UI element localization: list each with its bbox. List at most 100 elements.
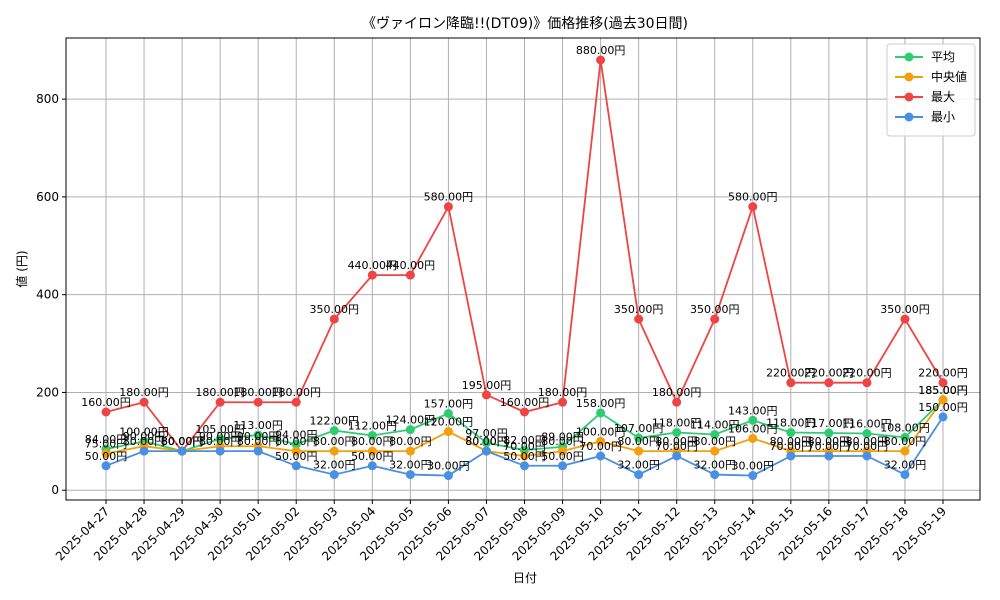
data-point — [101, 407, 111, 417]
data-point — [253, 446, 263, 456]
data-point — [253, 430, 263, 440]
data-label: 150.00円 — [918, 401, 968, 414]
data-point — [558, 446, 568, 456]
data-point — [520, 407, 529, 417]
data-label: 90.00円 — [199, 430, 242, 443]
data-point — [786, 428, 796, 438]
series-layer — [101, 55, 948, 481]
data-point — [215, 397, 225, 407]
data-point — [786, 451, 796, 461]
y-axis: 0 200 400 600 800 — [36, 92, 66, 497]
data-label: 350.00円 — [690, 303, 740, 316]
data-label: 350.00円 — [880, 303, 930, 316]
data-label: 82.00円 — [503, 434, 546, 447]
data-label: 113.00円 — [233, 419, 283, 432]
legend-label: 平均 — [931, 50, 955, 64]
data-point — [710, 446, 720, 456]
data-point — [748, 415, 758, 425]
data-label: 220.00円 — [804, 367, 854, 380]
data-point — [938, 395, 948, 405]
data-label: 100.00円 — [576, 425, 626, 438]
data-point — [558, 461, 568, 471]
data-label: 185.00円 — [918, 384, 968, 397]
data-point — [215, 446, 225, 456]
data-label: 180.00円 — [538, 386, 588, 399]
data-point — [938, 412, 948, 422]
data-point — [101, 449, 111, 459]
data-point — [405, 470, 415, 480]
data-label: 180.00円 — [271, 386, 321, 399]
chart-title: 《ヴァイロン降臨!!(DT09)》価格推移(過去30日間) — [362, 15, 688, 32]
data-point — [139, 446, 149, 456]
data-label: 32.00円 — [313, 459, 356, 472]
data-label: 80.00円 — [884, 435, 927, 448]
data-label: 580.00円 — [728, 191, 778, 204]
legend-item: 最小 — [895, 110, 955, 124]
data-label: 50.00円 — [275, 450, 318, 463]
grid-lines — [66, 38, 980, 500]
data-label: 97.00円 — [465, 427, 508, 440]
data-point — [367, 461, 377, 471]
data-point — [634, 433, 644, 443]
data-point — [481, 438, 491, 448]
data-point — [862, 429, 872, 439]
data-label: 440.00円 — [348, 259, 398, 272]
data-point — [443, 202, 453, 212]
data-label: 75.00円 — [85, 438, 128, 451]
data-label: 105.00円 — [195, 423, 245, 436]
data-point — [824, 428, 834, 438]
data-label: 108.00円 — [880, 421, 930, 434]
data-label: 89.00円 — [541, 431, 584, 444]
data-label: 112.00円 — [348, 419, 398, 432]
data-label: 70.00円 — [808, 440, 851, 453]
data-label: 107.00円 — [614, 422, 664, 435]
data-label: 118.00円 — [652, 417, 702, 430]
data-label: 80.00円 — [693, 435, 736, 448]
data-label: 440.00円 — [386, 259, 436, 272]
data-label: 50.00円 — [351, 450, 394, 463]
data-label: 100.00円 — [119, 425, 169, 438]
data-point — [558, 397, 568, 407]
data-label: 220.00円 — [766, 367, 816, 380]
legend-swatch-marker — [904, 52, 914, 62]
data-point — [253, 397, 263, 407]
data-point — [520, 461, 529, 471]
data-label: 350.00円 — [614, 303, 664, 316]
data-label: 185.00円 — [918, 384, 968, 397]
data-point — [520, 451, 529, 461]
data-label: 94.00円 — [275, 428, 318, 441]
plot-frame — [65, 37, 981, 501]
data-point — [596, 436, 606, 446]
data-label: 160.00円 — [500, 396, 550, 409]
legend-item: 平均 — [895, 50, 955, 64]
data-label: 30.00円 — [427, 460, 470, 473]
data-label: 80.00円 — [161, 435, 204, 448]
data-point — [443, 408, 453, 418]
data-label: 143.00円 — [728, 404, 778, 417]
data-label: 117.00円 — [804, 417, 854, 430]
data-point — [672, 451, 682, 461]
data-label: 80.00円 — [161, 435, 204, 448]
data-point — [329, 470, 339, 480]
data-point — [862, 451, 872, 461]
data-point — [101, 461, 111, 471]
data-label: 30.00円 — [732, 460, 775, 473]
data-labels: 84.00円100.00円80.00円105.00円113.00円94.00円1… — [81, 44, 968, 473]
data-label: 220.00円 — [918, 367, 968, 380]
data-label: 32.00円 — [389, 459, 432, 472]
data-point — [710, 470, 720, 480]
data-label: 880.00円 — [576, 44, 626, 57]
data-label: 220.00円 — [842, 367, 892, 380]
data-label: 70.00円 — [503, 440, 546, 453]
data-label: 80.00円 — [465, 435, 508, 448]
data-point — [291, 439, 301, 449]
data-label: 158.00円 — [576, 397, 626, 410]
data-point — [862, 378, 872, 388]
data-point — [329, 314, 339, 324]
data-label: 80.00円 — [275, 435, 318, 448]
data-point — [329, 446, 339, 456]
data-point — [748, 433, 758, 443]
data-point — [710, 314, 720, 324]
data-label: 106.00円 — [728, 422, 778, 435]
